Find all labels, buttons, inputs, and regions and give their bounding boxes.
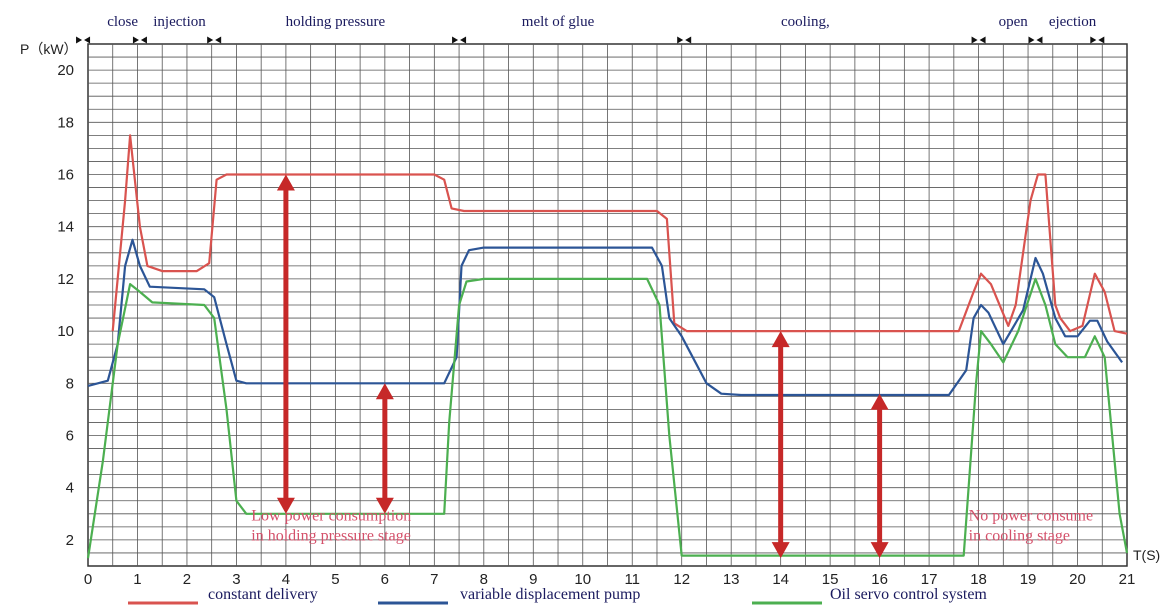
- annotation-line: in cooling stage: [969, 527, 1070, 544]
- series-line: [111, 134, 1128, 335]
- arrow-head-down: [276, 497, 295, 514]
- x-axis-label: T(S): [1133, 547, 1160, 563]
- phase-label: holding pressure: [286, 14, 386, 30]
- phase-marker: [132, 36, 147, 44]
- annotation-line: Low power consumption: [251, 507, 411, 524]
- x-tick-label: 2: [183, 571, 191, 588]
- y-tick-label: 4: [66, 480, 74, 497]
- double-arrow: [276, 174, 295, 514]
- y-tick-label: 14: [57, 219, 74, 236]
- annotation-line: in holding pressure stage: [251, 527, 411, 544]
- arrow-head-down: [375, 497, 394, 514]
- phase-marker: [76, 36, 91, 44]
- phase-header: close injection holding pressure melt of gl…: [76, 14, 1105, 44]
- y-tick-label: 16: [57, 167, 74, 184]
- series-lines: [86, 134, 1129, 559]
- grid: [87, 43, 1128, 567]
- x-tick-label: 11: [624, 571, 640, 588]
- y-tick-label: 10: [57, 323, 74, 340]
- phase-marker: [207, 36, 222, 44]
- x-tick-label: 12: [673, 571, 690, 588]
- x-tick-label: 21: [1119, 571, 1136, 588]
- y-tick-label: 18: [57, 114, 74, 131]
- phase-marker: [1028, 36, 1043, 44]
- x-tick-label: 18: [970, 571, 987, 588]
- phase-label: cooling,: [781, 14, 830, 30]
- legend: constant delivery variable displacement p…: [128, 586, 987, 605]
- x-tick-label: 19: [1020, 571, 1037, 588]
- y-tick-label: 2: [66, 532, 74, 549]
- x-tick-label: 15: [822, 571, 839, 588]
- x-tick-label: 20: [1069, 571, 1086, 588]
- annotation-text: No power consume in cooling stage: [969, 507, 1093, 544]
- phase-marker: [677, 36, 692, 44]
- x-tick-label: 9: [529, 571, 537, 588]
- x-tick-label: 1: [133, 571, 141, 588]
- legend-label: constant delivery: [208, 586, 318, 603]
- arrow-head-up: [870, 393, 889, 410]
- x-tick-label: 3: [232, 571, 240, 588]
- axis-ticks: 0 1 2 3 4 5 6 7 8 9 10 11 12 13 14 15 16 17 18 19 20 21246810…: [57, 62, 1135, 588]
- annotation-arrows: [276, 174, 889, 559]
- x-tick-label: 6: [381, 571, 389, 588]
- phase-label: close: [107, 14, 138, 30]
- phase-marker: [452, 36, 467, 44]
- annotation-line: No power consume: [969, 507, 1093, 524]
- arrow-head-up: [771, 331, 790, 348]
- arrow-head-up: [375, 383, 394, 400]
- phase-label: ejection: [1049, 14, 1097, 30]
- phase-label: open: [999, 14, 1029, 30]
- y-tick-label: 12: [57, 271, 74, 288]
- series-line: [86, 277, 1129, 559]
- x-tick-label: 0: [84, 571, 92, 588]
- series-line: [87, 238, 1123, 397]
- x-tick-label: 10: [574, 571, 591, 588]
- double-arrow: [870, 393, 889, 559]
- x-tick-label: 4: [282, 571, 290, 588]
- arrow-head-down: [870, 542, 889, 559]
- double-arrow: [771, 331, 790, 559]
- x-tick-label: 14: [772, 571, 789, 588]
- legend-label: variable displacement pump: [460, 586, 640, 603]
- x-tick-label: 7: [430, 571, 438, 588]
- phase-marker: [1090, 36, 1105, 44]
- y-tick-label: 20: [57, 62, 74, 79]
- x-tick-label: 16: [871, 571, 888, 588]
- annotations: Low power consumption in holding pressure…: [251, 507, 1093, 544]
- legend-label: Oil servo control system: [830, 586, 987, 603]
- arrow-head-up: [276, 174, 295, 191]
- x-tick-label: 5: [331, 571, 339, 588]
- y-axis-label: P（kW）: [20, 41, 78, 57]
- double-arrow: [375, 383, 394, 514]
- x-tick-label: 17: [921, 571, 938, 588]
- annotation-text: Low power consumption in holding pressure…: [251, 507, 411, 544]
- y-tick-label: 8: [66, 375, 74, 392]
- phase-label: melt of glue: [522, 14, 595, 30]
- phase-marker: [971, 36, 986, 44]
- phase-label: injection: [153, 14, 206, 30]
- arrow-head-down: [771, 542, 790, 559]
- x-tick-label: 8: [480, 571, 488, 588]
- y-tick-label: 6: [66, 428, 74, 445]
- x-tick-label: 13: [723, 571, 740, 588]
